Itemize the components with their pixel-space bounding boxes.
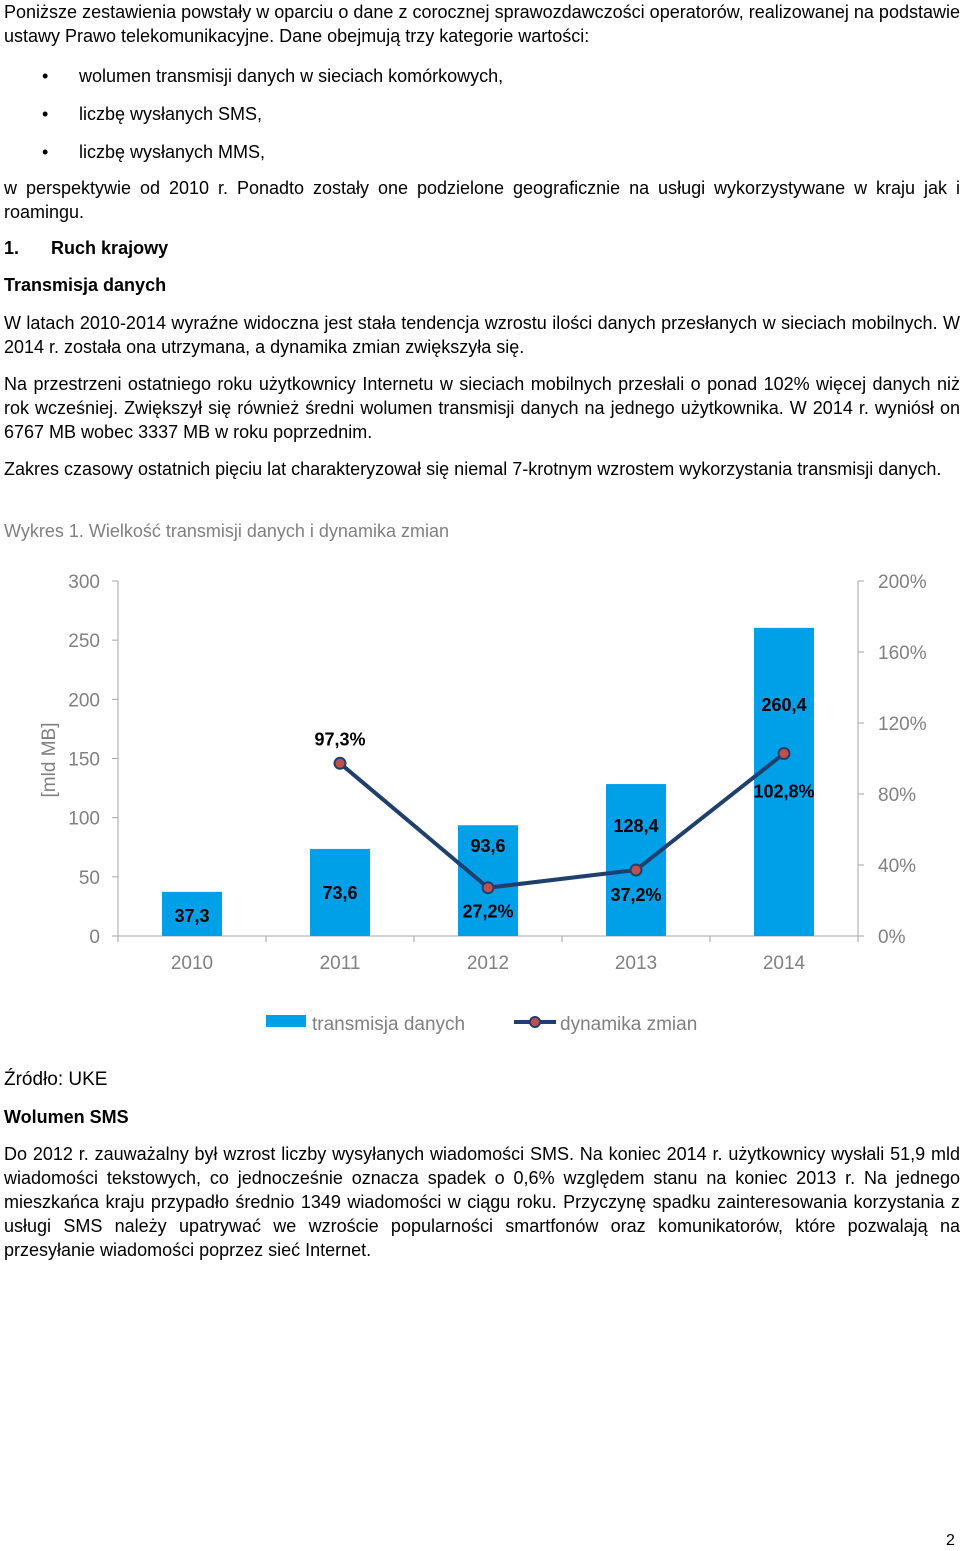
bar-data-label: 128,4 [613,816,658,836]
y-axis-title: [mld MB] [39,723,60,798]
y-tick-label-right: 120% [878,714,927,735]
section-heading: 1. Ruch krajowy [4,236,960,260]
subsection-title: Transmisja danych [4,275,167,295]
y-tick-label-left: 50 [79,868,100,889]
intro-paragraph: Poniższe zestawienia powstały w oparciu … [4,2,960,46]
bar [606,784,666,936]
x-tick-label: 2013 [615,953,657,974]
y-tick-label-left: 100 [68,809,100,830]
bar-data-label: 260,4 [761,695,806,715]
y-tick-label-right: 160% [878,643,927,664]
y-tick-label-right: 80% [878,785,916,806]
line-data-label: 97,3% [314,729,365,749]
legend-marker-line [529,1016,541,1028]
bar-data-label: 73,6 [322,883,357,903]
y-tick-label-right: 0% [878,927,906,948]
bullet-dot: • [42,104,49,124]
y-tick-label-left: 0 [89,927,100,948]
line-data-label: 37,2% [610,885,661,905]
bar [754,627,814,936]
y-tick-label-left: 250 [68,631,100,652]
legend-swatch-bars [266,1015,306,1027]
x-tick-label: 2011 [320,953,361,974]
x-tick-label: 2010 [171,953,213,974]
bar-data-label: 93,6 [470,836,505,856]
intro-paragraph-2: w perspektywie od 2010 r. Ponadto został… [4,178,960,222]
section-title: Ruch krajowy [51,238,169,258]
bullet-dot: • [42,66,49,86]
line-marker [629,863,643,877]
bar [458,825,518,936]
line-marker [481,881,495,895]
chart: 0 50 100 150 200 250 300 0% 40% 80% 120% 160% 200% 20… [39,572,927,1035]
page-number: 2 [946,1532,955,1549]
body-paragraph: Na przestrzeni ostatniego roku użytkowni… [4,374,960,442]
x-tick-label: 2012 [467,953,509,974]
bullet-item: liczbę wysłanych MMS, [79,142,266,162]
x-tick-label: 2014 [763,953,806,974]
line-data-label: 27,2% [462,902,513,922]
bar [310,848,370,936]
bullet-item: liczbę wysłanych SMS, [79,104,263,124]
line-data-label: 102,8% [753,782,814,802]
y-tick-label-left: 200 [68,690,100,711]
y-tick-label-left: 300 [68,572,100,593]
body-paragraph: W latach 2010-2014 wyraźne widoczna jest… [4,313,960,357]
legend-label-bars: transmisja danych [312,1014,465,1035]
bar [162,891,222,936]
subsection-title: Wolumen SMS [4,1107,129,1127]
bullet-item: wolumen transmisji danych w sieciach kom… [79,66,504,86]
bar-data-label: 37,3 [174,906,209,926]
body-paragraph: Do 2012 r. zauważalny był wzrost liczby … [4,1144,960,1260]
line-series [338,751,786,890]
y-tick-label-left: 150 [68,750,100,771]
line-marker [777,747,791,761]
body-paragraph: Zakres czasowy ostatnich pięciu lat char… [4,459,942,479]
y-tick-label-right: 200% [878,572,927,593]
source-note: Źródło: UKE [4,1069,108,1090]
bullet-dot: • [42,142,49,162]
section-number: 1. [4,238,20,258]
line-marker [333,756,347,770]
chart-caption: Wykres 1. Wielkość transmisji danych i d… [4,521,449,541]
y-tick-label-right: 40% [878,856,916,877]
legend-label-line: dynamika zmian [560,1014,697,1035]
